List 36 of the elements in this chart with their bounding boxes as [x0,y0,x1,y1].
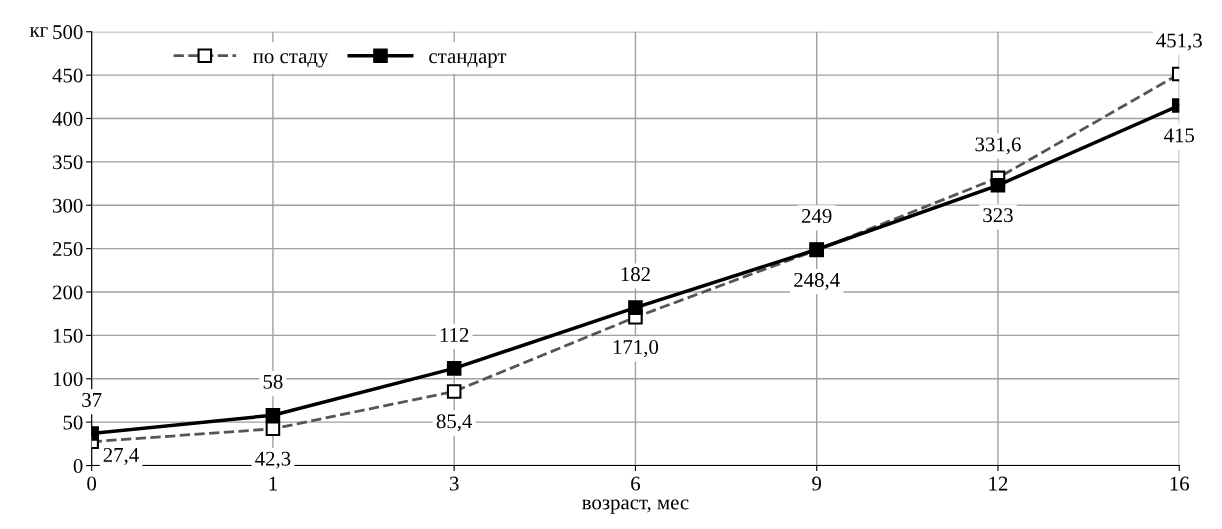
x-tick-label: 9 [812,476,822,491]
data-label: 249 [801,209,832,224]
data-label: 37 [82,392,102,407]
data-label: 112 [440,327,469,342]
x-tick-label: 6 [631,476,641,491]
data-label: 85,4 [436,414,473,432]
y-axis-title: кг [29,27,48,37]
y-tick-label: 300 [53,198,83,213]
x-tick-label: 0 [87,476,97,491]
y-tick-label: 250 [52,242,83,257]
data-label: 451,3 [1156,33,1202,51]
data-label: 171,0 [613,339,659,358]
y-tick-label: 0 [73,458,83,473]
x-tick-label: 12 [989,476,1008,491]
legend-label: по стаду [253,53,329,68]
y-tick-label: 400 [52,111,83,126]
y-tick-label: 350 [53,155,83,170]
y-tick-label: 450 [52,68,83,83]
x-tick-label: 1 [269,476,277,491]
data-label: 27,4 [103,447,139,465]
y-tick-label: 100 [53,372,83,387]
data-label: 323 [983,208,1013,223]
x-axis-title: возраст, мес [582,499,689,514]
y-tick-label: 200 [52,285,83,300]
y-tick-label: 500 [53,25,83,40]
x-tick-label: 16 [1170,476,1190,491]
x-tick-label: 3 [449,476,459,491]
data-label: 248,4 [794,272,840,290]
data-label: 331,6 [975,137,1021,155]
data-label: 415 [1164,128,1195,143]
data-label: 58 [263,374,283,389]
data-label: 182 [621,267,650,282]
data-label: 42,3 [255,451,291,469]
y-tick-label: 50 [63,415,83,430]
y-tick-label: 150 [53,328,83,343]
legend-label: стандарт [429,53,507,68]
